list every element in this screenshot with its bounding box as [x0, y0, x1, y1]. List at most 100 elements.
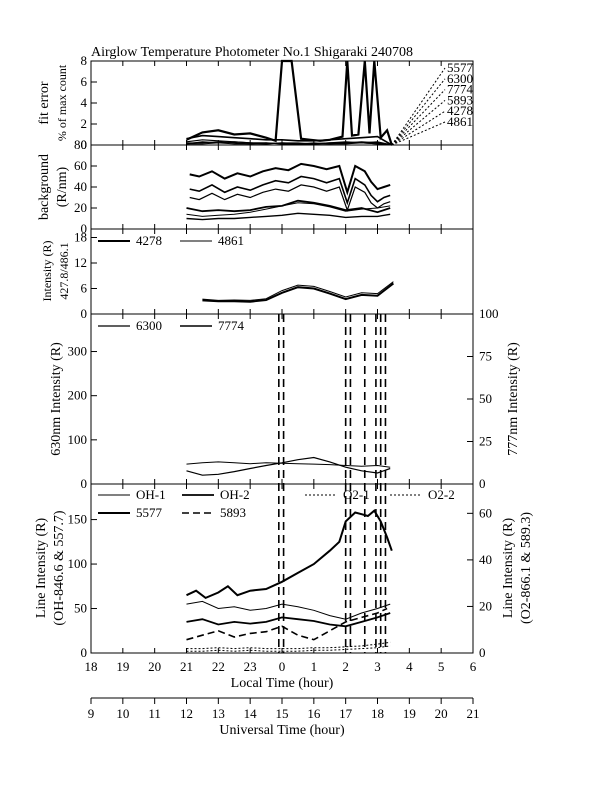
series-line-4278 [202, 282, 395, 303]
y-tick-label-right: 0 [479, 645, 486, 660]
x-tick-label-local: 23 [244, 659, 257, 674]
axis-ticks: 0246802040608006121801002003000255075100… [68, 53, 499, 721]
y-tick-label-right: 20 [479, 598, 492, 613]
fit-error-leader [391, 100, 446, 146]
ut-tick-label: 18 [371, 706, 384, 721]
series-line-4861 [202, 281, 394, 301]
y-tick-label: 4 [81, 95, 88, 110]
series-line-o2-2 [186, 645, 391, 652]
ylabel-line-right-1: Line Intensity (R) [501, 518, 516, 619]
x-tick-label-local: 18 [85, 659, 98, 674]
y-tick-label: 50 [74, 601, 87, 616]
ylabel-fit-error-1: fit error [37, 81, 52, 124]
series-line-p2-6 [186, 212, 391, 221]
x-tick-label-local: 6 [470, 659, 477, 674]
legend-4861: 4861 [218, 233, 244, 248]
ut-tick-label: 9 [88, 706, 95, 721]
ut-tick-label: 16 [307, 706, 321, 721]
ylabel-blue-1: Intensity (R) [40, 241, 54, 302]
y-tick-label-right: 50 [479, 391, 492, 406]
y-tick-label-right: 75 [479, 349, 492, 364]
fit-error-label-4278: 4278 [447, 103, 473, 118]
y-tick-label: 100 [68, 432, 88, 447]
chart-title: Airglow Temperature Photometer No.1 Shig… [91, 45, 413, 60]
y-tick-label-right: 100 [479, 306, 499, 321]
fit-error-label-7774: 7774 [447, 82, 474, 97]
ut-tick-label: 21 [467, 706, 480, 721]
ut-tick-label: 11 [148, 706, 161, 721]
y-tick-label-right: 0 [479, 476, 486, 491]
panel-frame-2 [90, 144, 474, 230]
fit-error-leader [391, 110, 446, 146]
series-line-7774 [186, 461, 391, 468]
y-tick-label: 300 [68, 344, 88, 359]
ylabel-background-2: (R/nm) [55, 166, 70, 207]
ylabel-line-right-2: (O2-866.1 & 589.3) [519, 512, 534, 624]
x-tick-label-local: 3 [374, 659, 381, 674]
ylabel-line-left-1: Line Intensity (R) [34, 518, 49, 619]
ylabel-red-right: 777nm Intensity (R) [506, 342, 521, 456]
y-tick-label-right: 40 [479, 552, 492, 567]
y-tick-label: 80 [74, 137, 87, 152]
series-line-6300 [186, 134, 393, 146]
panel-frame-4 [90, 313, 474, 485]
ylabel-blue-2: 427.8/486.1 [57, 242, 71, 299]
legend-6300: 6300 [136, 318, 162, 333]
fit-error-label-4861: 4861 [447, 114, 473, 129]
y-tick-label: 100 [68, 556, 88, 571]
y-tick-label: 0 [81, 137, 88, 152]
axis-labels: Local Time (hour) Universal Time (hour) fi… [34, 64, 534, 738]
x-tick-label-local: 20 [148, 659, 161, 674]
series-line-4861 [186, 142, 392, 146]
fit-error-leader [391, 89, 446, 146]
series-line-o2-1 [186, 641, 391, 650]
x-tick-label-local: 0 [279, 659, 286, 674]
fit-error-leader [391, 78, 446, 146]
series-line-5577 [186, 59, 393, 146]
legend-oh-1: OH-1 [136, 487, 166, 502]
legend-o2-1: O2-1 [343, 487, 370, 502]
x-axis-label-local: Local Time (hour) [231, 676, 334, 691]
series-line-p2-5 [186, 202, 391, 217]
legend-o2-2: O2-2 [428, 487, 455, 502]
series-line-p2-4 [186, 199, 391, 214]
y-tick-label: 6 [81, 74, 88, 89]
series-line-p2-1 [189, 162, 391, 196]
series-line-5893 [186, 607, 388, 641]
x-tick-label-local: 22 [212, 659, 225, 674]
fit-error-leader [391, 67, 446, 146]
x-tick-label-local: 19 [116, 659, 129, 674]
y-tick-label: 0 [81, 306, 88, 321]
fit-error-leader [391, 121, 446, 146]
ut-tick-label: 12 [180, 706, 193, 721]
fit-error-label-5577: 5577 [447, 60, 474, 75]
series-line-p2-2 [189, 175, 391, 206]
ut-tick-label: 13 [212, 706, 225, 721]
legend-4278: 4278 [136, 233, 162, 248]
series-line-oh-2 [186, 612, 391, 628]
x-tick-label-local: 21 [180, 659, 193, 674]
legend-oh-2: OH-2 [220, 487, 250, 502]
ut-tick-label: 10 [116, 706, 129, 721]
y-tick-label: 12 [74, 255, 87, 270]
y-tick-label-right: 25 [479, 434, 492, 449]
x-tick-label-local: 5 [438, 659, 445, 674]
series-line-p2-3 [189, 184, 391, 212]
series-line-5577 [186, 509, 393, 600]
series-line-6300 [186, 456, 391, 476]
series-lines [186, 59, 446, 653]
legend-7774: 7774 [218, 318, 245, 333]
legend-5577: 5577 [136, 505, 163, 520]
x-tick-label-local: 1 [311, 659, 318, 674]
y-tick-label-right: 60 [479, 505, 492, 520]
ylabel-background-1: background [37, 154, 52, 220]
y-tick-label: 0 [81, 221, 88, 236]
y-tick-label: 150 [68, 512, 88, 527]
ut-tick-label: 17 [339, 706, 353, 721]
ut-tick-label: 14 [244, 706, 258, 721]
x-axis-label-ut: Universal Time (hour) [219, 723, 345, 738]
series-line-oh-1 [186, 600, 391, 620]
y-tick-label: 20 [74, 200, 87, 215]
